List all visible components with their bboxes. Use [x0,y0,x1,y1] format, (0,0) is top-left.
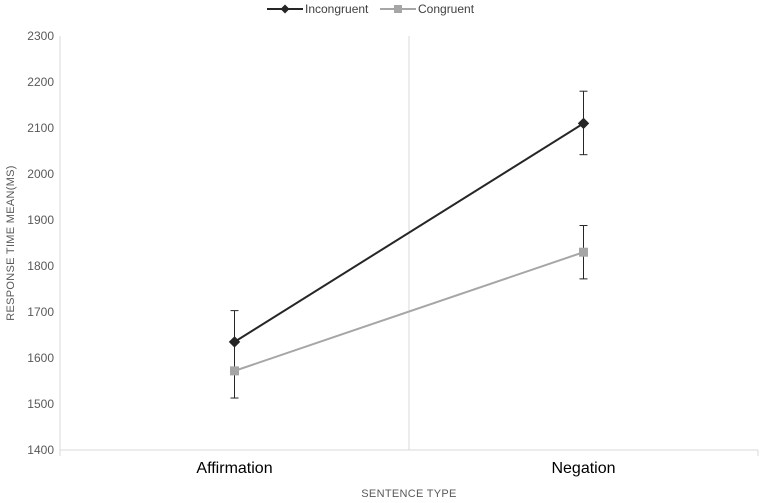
y-tick-label: 1500 [27,397,54,411]
legend-label: Incongruent [305,2,369,16]
y-tick-label: 1600 [27,351,54,365]
legend-item-congruent: Congruent [380,2,475,16]
plot-frame [59,36,759,456]
legend-item-incongruent: Incongruent [267,2,369,16]
legend-marker-diamond [280,4,290,14]
data-point-square [579,247,588,257]
data-point-diamond [577,117,590,130]
series-layer [228,90,590,399]
x-category-label: Affirmation [196,460,272,477]
legend: Incongruent Congruent [267,2,475,16]
y-tick-label: 1400 [27,443,54,457]
y-axis-title: RESPONSE TIME MEAN(MS) [5,165,17,321]
series-line [234,251,584,372]
y-tick-label: 1800 [27,259,54,273]
data-point-square [230,366,239,376]
series-congruent [230,225,588,399]
x-category-label: Negation [551,460,615,477]
y-tick-label: 2300 [27,29,54,43]
x-axis-categories: Affirmation Negation [196,460,615,477]
x-axis-title: SENTENCE TYPE [361,488,456,500]
series-line [233,122,585,343]
legend-marker-square [394,5,402,13]
y-tick-label: 2100 [27,121,54,135]
y-axis-ticks: 1400 1500 1600 1700 1800 1900 2000 2100 2200 2300 [27,29,54,457]
y-tick-label: 2000 [27,167,54,181]
series-incongruent [228,90,590,374]
y-tick-label: 1700 [27,305,54,319]
y-tick-label: 2200 [27,75,54,89]
y-tick-label: 1900 [27,213,54,227]
legend-label: Congruent [418,2,475,16]
